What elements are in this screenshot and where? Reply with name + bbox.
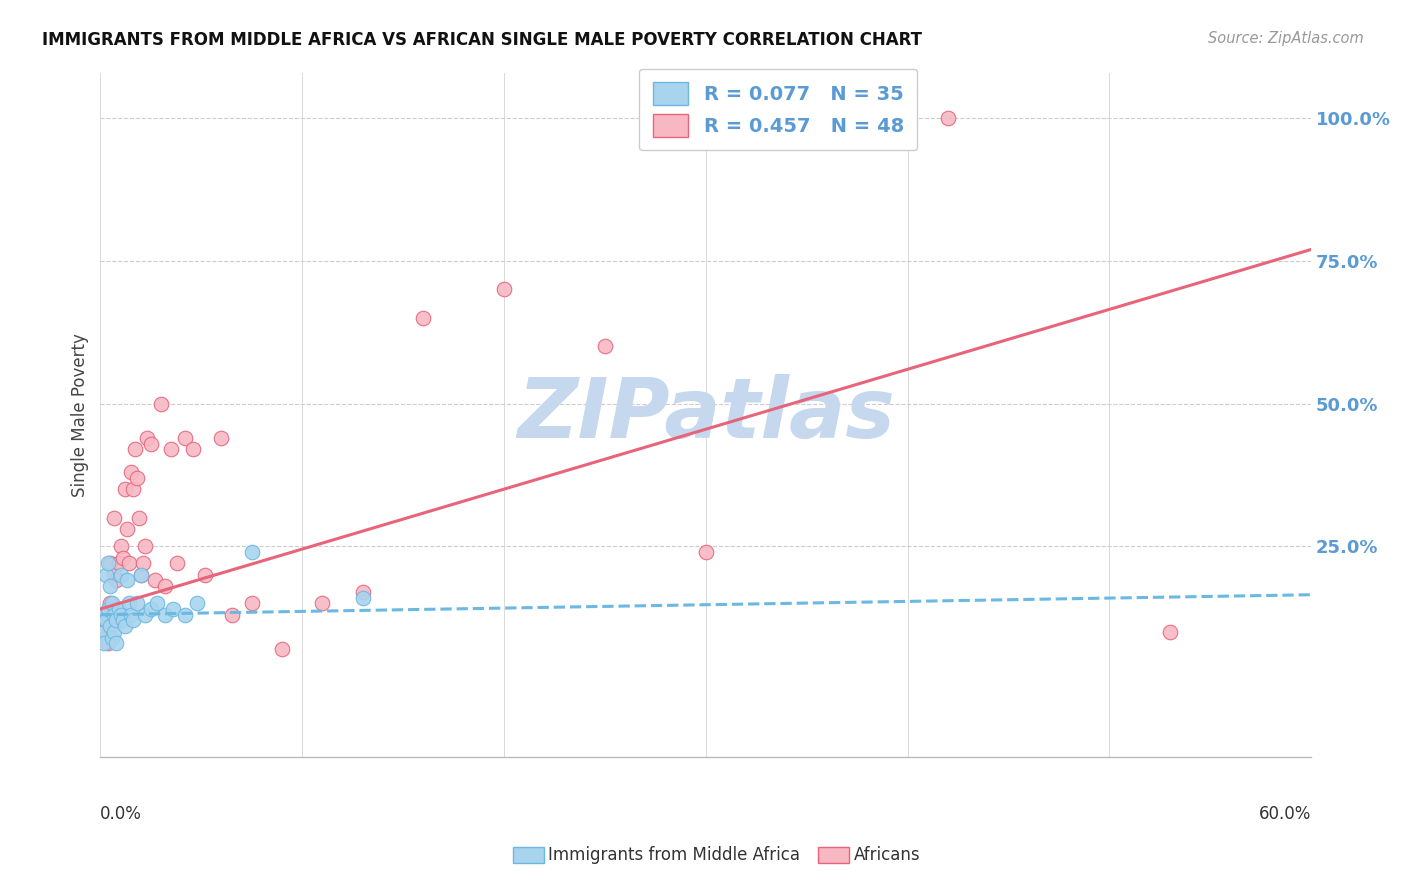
- Point: [103, 510, 125, 524]
- Point: [240, 596, 263, 610]
- Point: [117, 596, 139, 610]
- Point: [121, 614, 143, 628]
- Point: [129, 567, 152, 582]
- Point: [96, 631, 118, 645]
- Point: [139, 436, 162, 450]
- Point: [194, 567, 217, 582]
- Point: [134, 607, 156, 622]
- Point: [352, 591, 374, 605]
- Point: [143, 574, 166, 588]
- Point: [352, 585, 374, 599]
- Point: [103, 624, 125, 639]
- Text: Source: ZipAtlas.com: Source: ZipAtlas.com: [1208, 31, 1364, 46]
- Point: [240, 545, 263, 559]
- Point: [105, 614, 128, 628]
- Point: [835, 112, 858, 126]
- Point: [311, 596, 333, 610]
- Point: [149, 396, 172, 410]
- Point: [101, 607, 124, 622]
- Point: [100, 557, 122, 571]
- Point: [100, 579, 122, 593]
- Point: [110, 567, 132, 582]
- Point: [107, 557, 129, 571]
- Point: [111, 614, 134, 628]
- Point: [134, 539, 156, 553]
- Point: [100, 596, 122, 610]
- Point: [125, 596, 148, 610]
- Point: [153, 607, 176, 622]
- Point: [97, 636, 120, 650]
- Point: [139, 602, 162, 616]
- Point: [97, 557, 120, 571]
- Point: [115, 522, 138, 536]
- Point: [105, 636, 128, 650]
- Point: [153, 579, 176, 593]
- Point: [1159, 624, 1181, 639]
- Point: [101, 631, 124, 645]
- Point: [120, 465, 142, 479]
- Point: [110, 539, 132, 553]
- Point: [103, 607, 125, 622]
- Point: [93, 624, 115, 639]
- Point: [124, 442, 146, 457]
- Point: [97, 602, 120, 616]
- Text: 0.0%: 0.0%: [100, 805, 142, 823]
- Point: [91, 624, 114, 639]
- Point: [174, 431, 197, 445]
- Legend: R = 0.077   N = 35, R = 0.457   N = 48: R = 0.077 N = 35, R = 0.457 N = 48: [640, 69, 917, 151]
- Point: [128, 510, 150, 524]
- Point: [209, 431, 232, 445]
- Point: [115, 574, 138, 588]
- Point: [162, 602, 184, 616]
- Point: [186, 596, 208, 610]
- Point: [120, 607, 142, 622]
- Point: [492, 282, 515, 296]
- Text: Immigrants from Middle Africa: Immigrants from Middle Africa: [548, 847, 800, 864]
- Text: ZIPatlas: ZIPatlas: [517, 375, 894, 456]
- Point: [166, 557, 188, 571]
- Point: [135, 431, 157, 445]
- Point: [160, 442, 183, 457]
- Point: [96, 567, 118, 582]
- Point: [125, 471, 148, 485]
- Point: [221, 607, 243, 622]
- Point: [129, 567, 152, 582]
- Point: [593, 339, 616, 353]
- Text: Africans: Africans: [853, 847, 920, 864]
- Point: [93, 607, 115, 622]
- Point: [110, 607, 132, 622]
- Point: [101, 596, 124, 610]
- Text: IMMIGRANTS FROM MIDDLE AFRICA VS AFRICAN SINGLE MALE POVERTY CORRELATION CHART: IMMIGRANTS FROM MIDDLE AFRICA VS AFRICAN…: [42, 31, 922, 49]
- Point: [105, 574, 128, 588]
- Point: [132, 557, 155, 571]
- Point: [97, 614, 120, 628]
- Point: [103, 567, 125, 582]
- Point: [181, 442, 204, 457]
- Point: [412, 310, 434, 325]
- Point: [111, 550, 134, 565]
- Point: [936, 112, 959, 126]
- Point: [146, 596, 169, 610]
- Point: [174, 607, 197, 622]
- Point: [114, 619, 136, 633]
- Point: [107, 602, 129, 616]
- Point: [93, 636, 115, 650]
- Point: [271, 642, 294, 657]
- Y-axis label: Single Male Poverty: Single Male Poverty: [72, 333, 89, 497]
- Point: [100, 619, 122, 633]
- Point: [96, 614, 118, 628]
- Point: [121, 482, 143, 496]
- Point: [117, 557, 139, 571]
- Text: 60.0%: 60.0%: [1258, 805, 1312, 823]
- Point: [91, 607, 114, 622]
- Point: [114, 482, 136, 496]
- Point: [695, 545, 717, 559]
